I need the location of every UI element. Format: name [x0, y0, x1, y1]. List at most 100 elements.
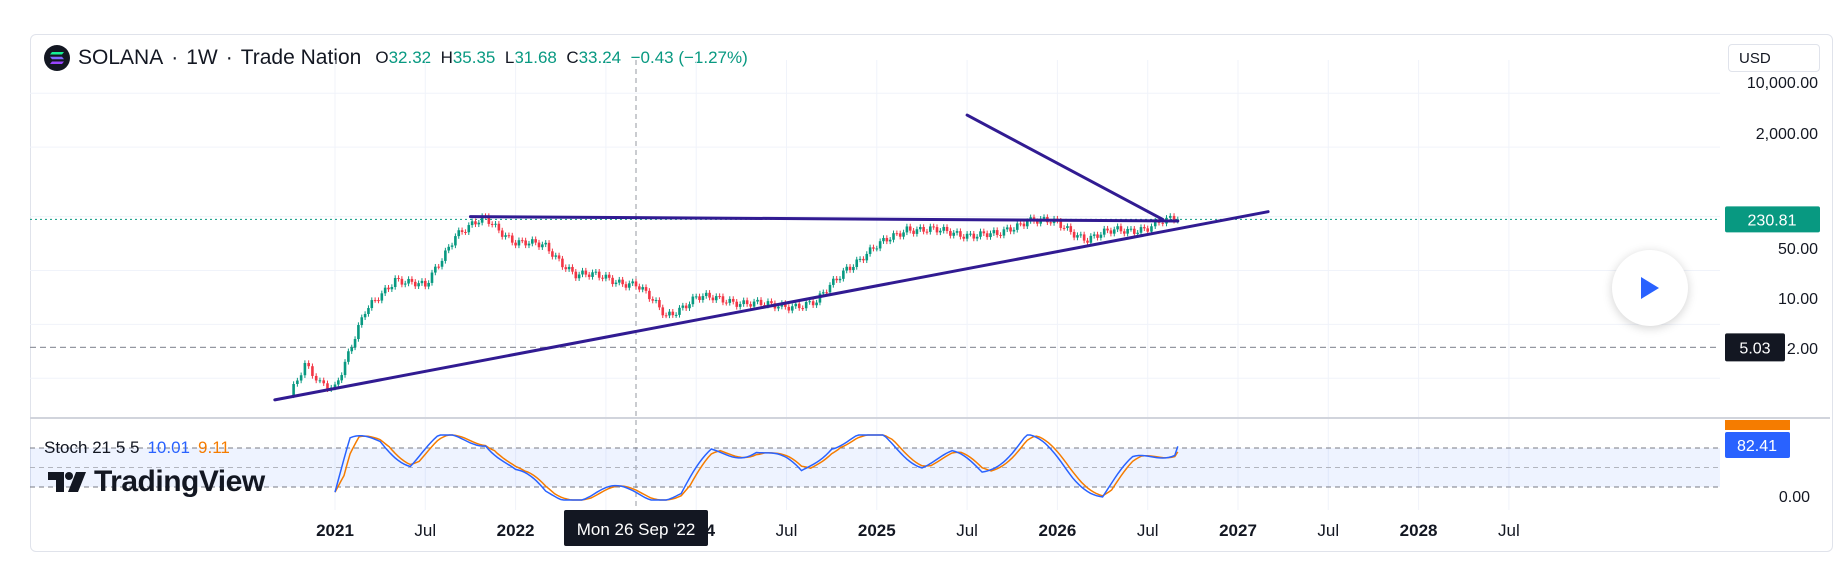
candle-body	[534, 239, 537, 243]
candle-body	[1143, 227, 1146, 229]
candle-body	[654, 300, 658, 302]
candle-body	[708, 292, 711, 298]
candle-body	[454, 236, 457, 246]
candle-body	[790, 306, 794, 311]
high-label: H	[440, 48, 453, 67]
candle-body	[624, 284, 628, 288]
candle-body	[862, 258, 865, 261]
stoch-name: Stoch 21 5 5	[44, 438, 140, 457]
candle-body	[794, 303, 798, 307]
candle-body	[808, 301, 811, 303]
candle-body	[470, 221, 474, 226]
candle-body	[1026, 221, 1029, 227]
candle-body	[972, 233, 976, 239]
candle-body	[1082, 234, 1086, 241]
candle-body	[784, 302, 787, 307]
timeframe[interactable]: 1W	[186, 46, 218, 69]
candle-body	[322, 380, 326, 384]
candle-body	[487, 216, 491, 224]
candle-body	[353, 339, 357, 348]
candle-body	[898, 233, 902, 237]
candle-body	[340, 375, 343, 381]
candle-body	[969, 233, 972, 235]
candle-body	[759, 299, 763, 306]
candle-body	[628, 283, 631, 288]
candle-body	[711, 297, 715, 301]
candle-body	[1009, 227, 1012, 232]
candle-body	[390, 286, 394, 290]
candle-body	[770, 301, 773, 304]
candle-body	[704, 292, 708, 297]
candle-body	[688, 304, 691, 309]
candle-body	[749, 304, 752, 307]
stoch-zero-tick: 0.00	[1779, 489, 1810, 506]
candle-body	[500, 230, 504, 237]
candle-body	[1005, 227, 1009, 230]
high-value: 35.35	[452, 48, 496, 67]
candle-body	[915, 229, 919, 234]
candle-body	[424, 280, 427, 287]
candle-body	[756, 299, 759, 302]
candle-body	[477, 222, 481, 225]
candle-body	[801, 308, 805, 310]
separator: ·	[171, 46, 179, 69]
candle-body	[942, 226, 945, 231]
separator: ·	[225, 46, 233, 69]
candle-body	[1089, 235, 1093, 243]
price-tick: 10.00	[1778, 291, 1818, 308]
open-value: 32.32	[388, 48, 432, 67]
candle-body	[811, 301, 815, 306]
candle-body	[377, 300, 380, 302]
candle-body	[450, 245, 454, 247]
candle-body	[373, 300, 377, 302]
candle-body	[383, 287, 387, 294]
candle-body	[912, 230, 915, 234]
candle-body	[311, 366, 314, 376]
close-label: C	[566, 48, 579, 67]
stoch-d-badge	[1725, 420, 1790, 430]
close-value: 33.24	[578, 48, 622, 67]
candle-body	[1150, 226, 1153, 232]
candle-body	[537, 242, 541, 248]
candle-body	[684, 305, 688, 309]
candle-body	[464, 231, 467, 233]
candle-body	[651, 299, 655, 301]
candle-body	[922, 226, 925, 232]
candle-body	[728, 298, 732, 303]
candle-body	[393, 277, 397, 287]
crosshair-time-badge	[564, 510, 708, 546]
stoch-legend[interactable]: Stoch 21 5 5 10.01 9.11	[44, 438, 230, 458]
candle-body	[939, 230, 942, 233]
candle-body	[1086, 240, 1089, 243]
candle-body	[902, 232, 905, 237]
candle-body	[1109, 230, 1113, 234]
candle-body	[474, 221, 477, 225]
time-tick: Jul	[1498, 521, 1520, 540]
candle-body	[397, 277, 400, 279]
candle-body	[698, 296, 701, 301]
tradingview-logo[interactable]: TradingView	[48, 465, 265, 499]
candle-body	[417, 283, 420, 287]
candle-body	[350, 347, 354, 352]
symbol-name[interactable]: SOLANA	[78, 46, 164, 69]
candle-body	[975, 236, 979, 239]
candle-body	[614, 282, 618, 285]
candle-body	[828, 284, 832, 293]
time-tick: 2027	[1219, 521, 1257, 540]
candle-body	[999, 234, 1002, 236]
candle-body	[514, 242, 517, 246]
candle-body	[326, 383, 329, 390]
stoch-k-badge	[1725, 432, 1790, 458]
candle-body	[541, 244, 544, 248]
candle-body	[413, 281, 417, 287]
solana-logo-icon	[44, 45, 70, 71]
candle-body	[1119, 226, 1123, 232]
currency-selector[interactable]: USD	[1728, 44, 1820, 72]
candle-body	[631, 281, 634, 284]
replay-play-button[interactable]	[1612, 250, 1688, 326]
candle-body	[949, 231, 952, 236]
candle-body	[357, 325, 360, 340]
symbol-legend[interactable]: SOLANA · 1W · Trade Nation O32.32 H35.35…	[44, 44, 748, 72]
candle-body	[1049, 222, 1053, 224]
